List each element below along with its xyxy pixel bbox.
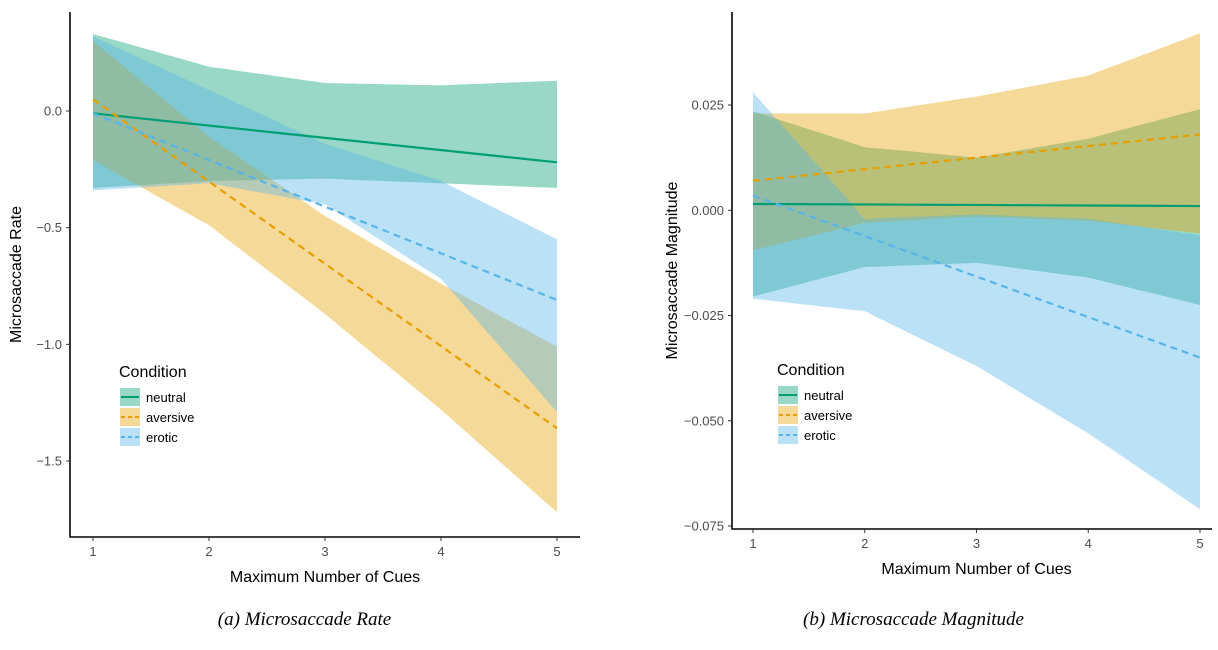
rate-legend: Condition neutral aversive erotic (119, 364, 194, 446)
caption-magnitude: (b) Microsaccade Magnitude (803, 609, 1024, 630)
rate-x-tick-label: 3 (321, 544, 328, 559)
erotic-fit-line (752, 194, 1201, 359)
rate-x-tick-label: 5 (553, 544, 560, 559)
rate-x-tick-label: 2 (205, 544, 212, 559)
legend-item-aversive: aversive (778, 406, 852, 424)
magnitude-x-tick-label: 3 (973, 536, 980, 551)
legend-label-aversive: aversive (146, 410, 194, 425)
rate-y-axis-title: Microsaccade Rate (8, 206, 25, 343)
rate-fit-lines (92, 98, 558, 430)
rate-x-tick-label: 1 (89, 544, 96, 559)
magnitude-x-axis-title: Maximum Number of Cues (881, 561, 1071, 578)
aversive-confidence-band (753, 33, 1200, 251)
chart-magnitude: 1 2 3 4 5 −0.075 −0.050 −0.025 0.000 0.025 Maximum… (664, 12, 1212, 578)
rate-y-tick-label: −1.0 (36, 337, 62, 352)
rate-y-tick-label: −0.5 (36, 220, 62, 235)
caption-rate: (a) Microsaccade Rate (217, 609, 392, 630)
legend-label-neutral: neutral (804, 388, 844, 403)
legend-label-aversive: aversive (804, 408, 852, 423)
legend-title: Condition (777, 362, 845, 379)
magnitude-y-tick-label: 0.000 (691, 203, 724, 218)
legend-label-neutral: neutral (146, 390, 186, 405)
legend-item-neutral: neutral (778, 386, 844, 404)
magnitude-y-tick-label: −0.075 (684, 519, 724, 534)
magnitude-x-tick-label: 5 (1196, 536, 1203, 551)
magnitude-x-tick-label: 2 (861, 536, 868, 551)
rate-y-tick-label: −1.5 (36, 454, 62, 469)
legend-item-aversive: aversive (120, 408, 194, 426)
magnitude-x-tick-label: 4 (1085, 536, 1092, 551)
neutral-fit-line (92, 112, 558, 164)
magnitude-confidence-bands (753, 33, 1200, 510)
erotic-confidence-band (93, 36, 557, 413)
chart-rate: 1 2 3 4 5 −1.5 −1.0 −0.5 0.0 Maximum Number of Cu… (8, 12, 580, 586)
legend-item-erotic: erotic (120, 428, 178, 446)
magnitude-y-tick-label: 0.025 (691, 98, 724, 113)
legend-label-erotic: erotic (804, 428, 836, 443)
rate-x-axis-title: Maximum Number of Cues (230, 569, 420, 586)
rate-x-tick-label: 4 (437, 544, 444, 559)
magnitude-y-tick-label: −0.025 (684, 308, 724, 323)
magnitude-y-tick-label: −0.050 (684, 413, 724, 428)
aversive-fit-line (752, 133, 1201, 182)
magnitude-y-axis-title: Microsaccade Magnitude (664, 181, 681, 359)
erotic-confidence-band (753, 92, 1200, 510)
legend-item-erotic: erotic (778, 426, 836, 444)
chart-panel-magnitude: 1 2 3 4 5 −0.075 −0.050 −0.025 0.000 0.025 Maximum… (609, 0, 1218, 645)
rate-y-tick-label: 0.0 (44, 104, 62, 119)
legend-title: Condition (119, 364, 187, 381)
magnitude-fit-lines (752, 133, 1201, 359)
legend-item-neutral: neutral (120, 388, 186, 406)
neutral-fit-line (752, 202, 1201, 208)
magnitude-legend: Condition neutral aversive erotic (777, 362, 852, 444)
chart-panel-rate: 1 2 3 4 5 −1.5 −1.0 −0.5 0.0 Maximum Number of Cu… (0, 0, 609, 645)
neutral-confidence-band (753, 109, 1200, 305)
aversive-fit-line (92, 98, 558, 430)
magnitude-x-tick-label: 1 (749, 536, 756, 551)
legend-label-erotic: erotic (146, 430, 178, 445)
